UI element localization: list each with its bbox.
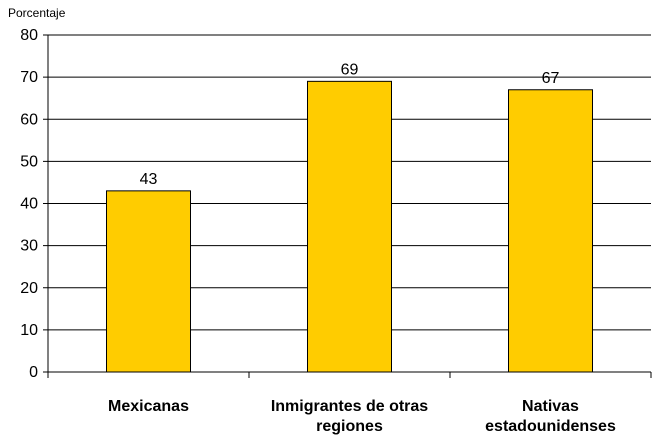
bar	[106, 190, 191, 373]
x-tick-label: Mexicanas	[108, 398, 189, 415]
x-tick-label: Nativas	[522, 398, 579, 415]
y-tick-label: 10	[20, 322, 38, 339]
y-tick-label: 0	[29, 364, 38, 381]
y-tick-labels: 0 10 20 30 40 50 60 70 80	[20, 27, 38, 381]
y-tick-label: 40	[20, 196, 38, 213]
x-tick-label: estadounidenses	[485, 418, 616, 435]
data-labels: 43 69 67	[140, 61, 560, 188]
y-tick-label: 80	[20, 27, 38, 44]
x-tick-labels: Mexicanas Inmigrantes de otras regiones Nat…	[108, 398, 616, 435]
bar	[508, 89, 593, 373]
bars-group	[106, 80, 593, 373]
y-tick-label: 30	[20, 238, 38, 255]
data-label: 69	[341, 61, 359, 78]
x-tick-label: Inmigrantes de otras	[271, 398, 428, 415]
y-tick-label: 60	[20, 111, 38, 128]
y-tick-label: 70	[20, 69, 38, 86]
bar	[307, 80, 392, 373]
data-label: 67	[542, 70, 560, 87]
y-tick-label: 20	[20, 280, 38, 297]
y-tick-label: 50	[20, 153, 38, 170]
x-tick-label: regiones	[316, 418, 383, 435]
axes	[43, 34, 652, 378]
y-axis-label: Porcentaje	[8, 6, 66, 20]
data-label: 43	[140, 171, 158, 188]
